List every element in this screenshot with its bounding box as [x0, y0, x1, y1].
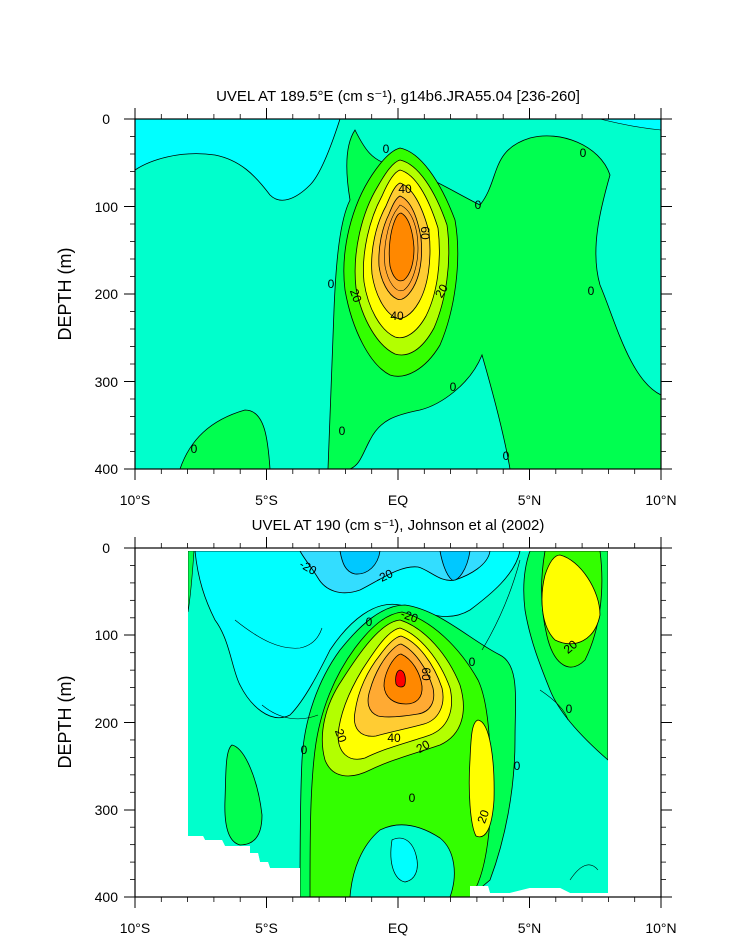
- bottom-fill-neg30: [339, 550, 381, 575]
- bottom-contour-line: [569, 864, 599, 881]
- bottom-panel: UVEL AT 190 (cm s⁻¹), Johnson et al (200…: [55, 517, 677, 936]
- bottom-fill-neg10: [194, 550, 521, 718]
- bottom-fill-neg30: [439, 550, 471, 581]
- bottom-x-tick-label: 5°N: [518, 920, 542, 936]
- contour-label: 0: [450, 380, 457, 394]
- bottom-fill-right-yellow2: [468, 719, 495, 838]
- contour-label: 40: [387, 731, 401, 745]
- top-x-tick-label: 5°N: [518, 492, 542, 508]
- top-y-axis-label: DEPTH (m): [55, 248, 75, 341]
- bottom-y-tick-label: 400: [95, 889, 119, 905]
- contour-label: 20: [332, 727, 350, 745]
- top-x-tick-label: EQ: [388, 492, 408, 508]
- bottom-fill-left-strip: [187, 550, 195, 613]
- contour-label: 40: [390, 309, 404, 323]
- contour-label: 40: [398, 182, 412, 196]
- contour-label: 20: [414, 737, 433, 756]
- contour-label: 0: [328, 277, 335, 291]
- bottom-contour-line: [481, 559, 521, 651]
- bottom-y-axis-label: DEPTH (m): [55, 676, 75, 769]
- contour-label: 0: [588, 284, 595, 298]
- top-y-tick-label: 100: [95, 199, 119, 215]
- bottom-x-tick-label: EQ: [388, 920, 408, 936]
- contour-label: 60: [418, 226, 432, 240]
- top-y-tick-label: 0: [102, 111, 110, 127]
- contour-label: 0: [409, 791, 416, 805]
- top-y-tick-label: 300: [95, 374, 119, 390]
- top-title: UVEL AT 189.5°E (cm s⁻¹), g14b6.JRA55.04…: [216, 88, 580, 105]
- bottom-fill-bottom-cyan2: [390, 837, 418, 883]
- contour-label: 20: [347, 287, 365, 305]
- top-y-axis: 0 100 200 300 400 DEPTH (m): [55, 111, 672, 477]
- contour-label: 0: [580, 146, 587, 160]
- bottom-minor-ticks: [130, 543, 666, 902]
- top-x-tick-label: 10°N: [645, 492, 676, 508]
- contour-label: 0: [366, 615, 373, 629]
- bottom-x-tick-label: 5°S: [255, 920, 278, 936]
- top-fill-neg-upper-left: [135, 119, 341, 201]
- contour-label: 20: [474, 808, 492, 826]
- top-x-tick-label: 5°S: [255, 492, 278, 508]
- bottom-y-tick-label: 0: [102, 540, 110, 556]
- contour-label: 20: [432, 281, 451, 300]
- bottom-x-axis: 10°S 5°S EQ 5°N 10°N: [120, 537, 677, 936]
- top-contour-labels: 0 0 40 0 60 0 20 20 0 40 0 0 0 0: [191, 142, 595, 463]
- top-contour-fill: [135, 119, 661, 469]
- contour-label: 0: [566, 702, 573, 716]
- bottom-fill-left-lobe: [224, 744, 263, 846]
- bottom-missing-data: [470, 548, 661, 897]
- contour-label: -20: [373, 566, 395, 586]
- bottom-x-tick-label: 10°N: [645, 920, 676, 936]
- contour-label: 60: [419, 667, 433, 681]
- bottom-contour-line: [261, 704, 319, 720]
- top-y-tick-label: 200: [95, 286, 119, 302]
- bottom-contour-line: [234, 619, 323, 649]
- bottom-y-tick-label: 100: [95, 627, 119, 643]
- contour-label: 0: [514, 759, 521, 773]
- bottom-contour-line: [539, 689, 569, 721]
- top-contour-line: [384, 204, 419, 292]
- bottom-contour-fill: [135, 548, 661, 897]
- top-fill-right-sliver: [599, 119, 661, 131]
- top-x-tick-label: 10°S: [120, 492, 151, 508]
- contour-label: 0: [339, 424, 346, 438]
- contour-label: -20: [399, 607, 420, 626]
- bottom-y-tick-label: 200: [95, 715, 119, 731]
- contour-label: 0: [191, 442, 198, 456]
- bottom-y-tick-label: 300: [95, 802, 119, 818]
- contour-label: 0: [301, 743, 308, 757]
- top-minor-ticks: [130, 114, 666, 474]
- top-x-axis: 10°S 5°S EQ 5°N 10°N: [120, 108, 677, 508]
- top-fill-pos60: [388, 212, 415, 282]
- bottom-missing-data: [135, 548, 300, 897]
- top-fill-left-lobe: [179, 409, 271, 469]
- bottom-fill-right-yellow: [541, 554, 601, 645]
- bottom-x-tick-label: 10°S: [120, 920, 151, 936]
- bottom-fill-pos70: [395, 669, 406, 688]
- top-y-tick-label: 400: [95, 461, 119, 477]
- bottom-missing-data: [135, 548, 661, 551]
- bottom-title: UVEL AT 190 (cm s⁻¹), Johnson et al (200…: [252, 517, 545, 534]
- contour-label: 0: [469, 655, 476, 669]
- contour-label: 0: [475, 198, 482, 212]
- contour-label: 0: [383, 142, 390, 156]
- bottom-y-axis: 0 100 200 300 400 DEPTH (m): [55, 540, 672, 905]
- contour-label: 0: [503, 449, 510, 463]
- top-panel: UVEL AT 189.5°E (cm s⁻¹), g14b6.JRA55.04…: [55, 88, 677, 508]
- bottom-contour-labels: -20 -20 -20 0 0 20 60 0 20 40 20 0 0 0 2…: [297, 557, 580, 825]
